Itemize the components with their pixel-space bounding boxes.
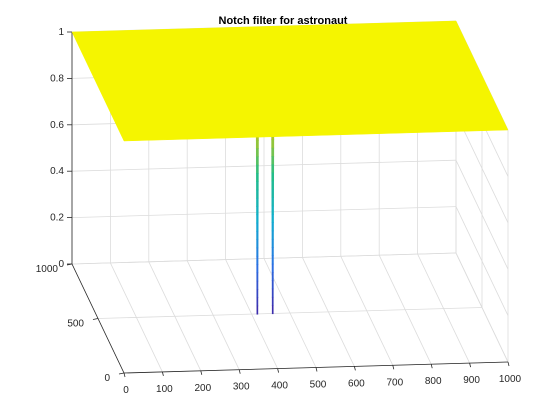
surface-plateau-layer xyxy=(71,20,509,142)
chart-title: Notch filter for astronaut xyxy=(219,15,348,27)
x-tick-label: 700 xyxy=(386,377,403,388)
notch-spike-segment xyxy=(271,280,274,290)
notch-spike-segment xyxy=(256,255,259,265)
notch-spike-segment xyxy=(271,296,274,306)
notch-spike-segment xyxy=(256,272,259,282)
notch-spike-segment xyxy=(255,139,259,149)
x-tick-label: 800 xyxy=(425,376,442,387)
x-tick-mark xyxy=(238,369,241,374)
grid-line-side-z xyxy=(455,160,509,270)
notch-spike-segment xyxy=(256,197,259,207)
notch-spike-segment xyxy=(271,180,274,190)
y-tick-label: 1000 xyxy=(36,264,59,275)
notch-spike-segment xyxy=(271,205,274,215)
notch-spike-segment xyxy=(271,230,274,240)
y-tick-label: 0 xyxy=(104,373,110,384)
y-tick-mark xyxy=(118,372,125,375)
z-tick-label: 0.4 xyxy=(50,166,64,177)
x-tick-label: 100 xyxy=(156,384,173,395)
notch-spike-segment xyxy=(271,288,274,298)
notch-spike-segment xyxy=(256,164,259,174)
notch-spike-segment xyxy=(271,214,274,223)
notch-spike-segment xyxy=(271,189,274,199)
notch-spike-segment xyxy=(271,222,274,232)
x-tick-label: 600 xyxy=(348,378,365,389)
grid-line-side-z xyxy=(455,206,509,316)
x-tick-mark xyxy=(162,371,164,376)
y-tick-label: 500 xyxy=(67,319,84,330)
notch-spike-segment xyxy=(271,263,274,273)
notch-spike-segment xyxy=(256,156,259,166)
x-tick-mark xyxy=(277,368,279,373)
z-tick-label: 0.2 xyxy=(50,213,64,224)
grid-line-side-z xyxy=(455,252,509,363)
x-tick-mark xyxy=(123,372,126,378)
notch-spike-segment xyxy=(256,289,259,298)
surface-plateau xyxy=(71,20,509,142)
x-tick-label: 1000 xyxy=(499,374,522,385)
x-tick-mark xyxy=(392,365,395,370)
grid-line-back-z xyxy=(71,206,457,218)
x-tick-mark xyxy=(200,370,203,375)
notch-spike-segment xyxy=(256,231,259,240)
notch-spike-segment xyxy=(271,255,274,265)
notch-spike-segment xyxy=(256,222,259,232)
notch-spike-segment xyxy=(271,172,275,182)
notch-spike-segment xyxy=(255,148,259,158)
x-tick-label: 900 xyxy=(463,375,480,386)
notch-spike-segment xyxy=(256,206,259,216)
grid-line-back-z xyxy=(71,252,457,265)
notch-spike-segment xyxy=(271,305,274,315)
z-tick-label: 1 xyxy=(58,27,64,38)
notch-spike-segment xyxy=(271,247,274,257)
notch-spike-segment xyxy=(271,139,275,149)
notch-spike-segment xyxy=(256,280,259,290)
notch-spike-segment xyxy=(256,181,259,191)
y-tick-mark xyxy=(92,318,99,320)
x-tick-label: 400 xyxy=(271,381,288,392)
notch-spike-segment xyxy=(256,305,259,315)
notch-spike-segment xyxy=(271,156,275,165)
x-tick-mark xyxy=(430,364,433,369)
notch-spike-segment xyxy=(256,297,259,307)
x-tick-label: 0 xyxy=(123,385,129,396)
z-tick-label: 0.8 xyxy=(50,73,64,84)
x-tick-mark xyxy=(469,363,471,368)
notch-spike-segment xyxy=(256,239,259,249)
notch-spike-segment xyxy=(256,247,259,257)
grid-line-floor-y xyxy=(97,307,483,319)
z-tick-label: 0 xyxy=(58,259,64,270)
notch-spike-segment xyxy=(271,238,274,248)
notch-spike-segment xyxy=(271,272,274,281)
notch-spike-segment xyxy=(271,147,275,157)
tick-labels: 0 100 200 300 400 500 600 700 800 900 100005001000… xyxy=(36,27,522,396)
notch-spike-segment xyxy=(256,173,259,182)
notch-spike-segment xyxy=(256,214,259,224)
z-tick-label: 0.6 xyxy=(50,120,64,131)
notch-spike-segment xyxy=(256,264,259,274)
x-tick-mark xyxy=(354,366,356,371)
x-tick-mark xyxy=(507,361,510,367)
grid-line-back-z xyxy=(71,159,457,172)
x-tick-label: 200 xyxy=(194,383,211,394)
x-tick-label: 300 xyxy=(233,382,250,393)
x-tick-label: 500 xyxy=(310,380,327,391)
x-tick-mark xyxy=(315,367,318,372)
notch-spike-segment xyxy=(256,189,259,199)
axes xyxy=(66,31,510,378)
grid-line-side-z xyxy=(455,113,509,223)
notch-spike-segment xyxy=(271,164,275,174)
notch-spike-segment xyxy=(271,197,274,207)
